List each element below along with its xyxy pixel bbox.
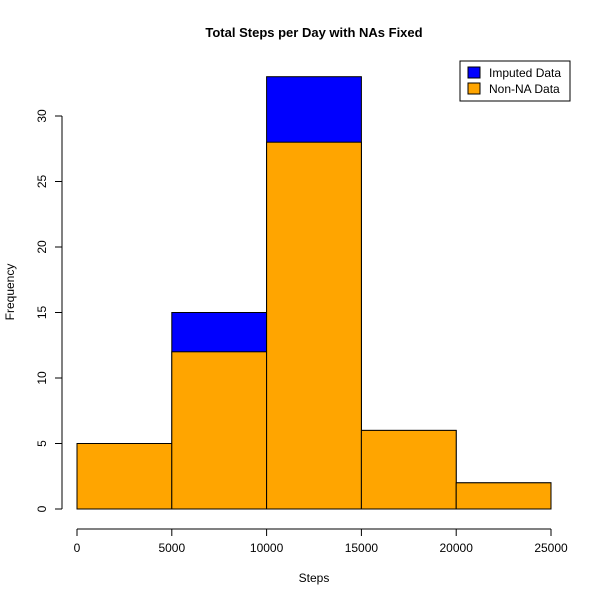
x-tick-label-1: 5000: [158, 541, 185, 555]
x-tick-label-5: 25000: [534, 541, 568, 555]
y-tick-label-0: 0: [35, 505, 49, 512]
y-axis: 0 5 10 15 20 25 30: [35, 109, 63, 512]
y-tick-label-1: 5: [35, 440, 49, 447]
non-na-bar-0: [76, 443, 173, 510]
y-axis-label: Frequency: [3, 264, 17, 321]
x-axis-label: Steps: [299, 571, 330, 585]
non-na-bar-1: [171, 351, 268, 510]
x-axis: 0 5000 10000 15000 20000 25000: [74, 528, 568, 555]
y-tick-label-5: 25: [35, 175, 49, 189]
x-tick-label-2: 10000: [250, 541, 284, 555]
x-tick-label-4: 20000: [440, 541, 474, 555]
y-tick-label-2: 10: [35, 371, 49, 385]
legend-label-non-na: Non-NA Data: [489, 82, 560, 96]
non-na-bar-4: [455, 482, 552, 510]
legend-swatch-imputed: [467, 66, 481, 79]
x-tick-label-3: 15000: [345, 541, 379, 555]
non-na-bar-2: [266, 141, 362, 510]
non-na-bar-3: [360, 429, 457, 510]
legend-label-imputed: Imputed Data: [489, 66, 561, 80]
non-na-bars: [76, 141, 552, 510]
y-tick-label-6: 30: [35, 109, 49, 123]
y-tick-label-3: 15: [35, 306, 49, 320]
legend-swatch-non-na: [467, 82, 481, 95]
chart-title: Total Steps per Day with NAs Fixed: [205, 25, 422, 40]
y-tick-label-4: 20: [35, 240, 49, 254]
legend: Imputed Data Non-NA Data: [459, 60, 571, 102]
x-tick-label-0: 0: [74, 541, 81, 555]
